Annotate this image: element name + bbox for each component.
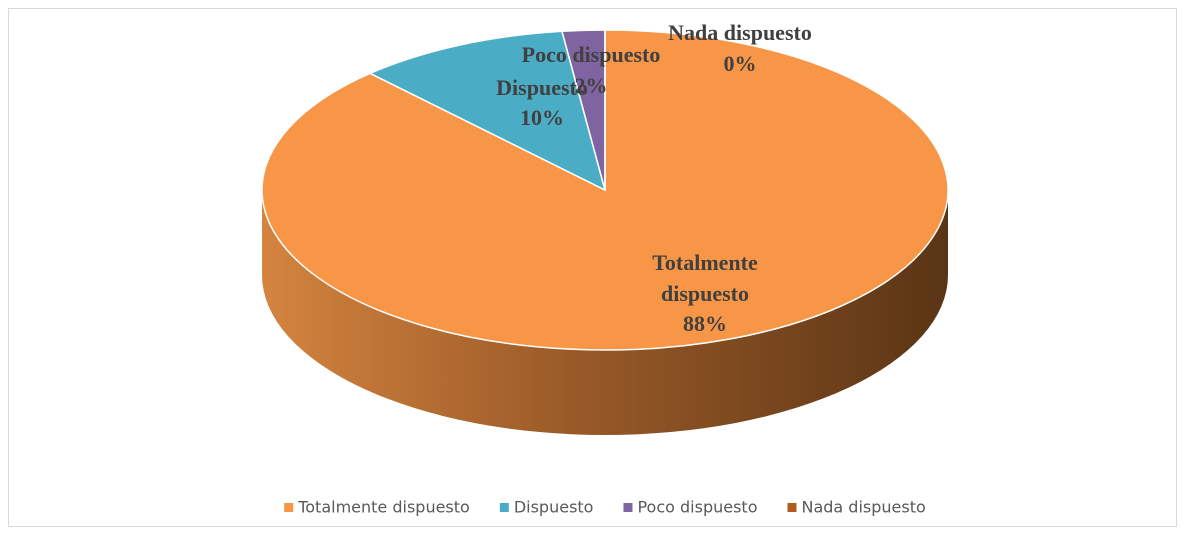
label-line: dispuesto (661, 281, 749, 306)
legend-swatch (787, 503, 797, 512)
label-line: Totalmente (652, 250, 758, 275)
legend-label: Poco dispuesto (637, 498, 757, 517)
slice-side (262, 190, 948, 435)
legend-label: Totalmente dispuesto (297, 498, 470, 517)
data-label-value: 2% (575, 73, 608, 98)
data-label-value: 88% (683, 311, 727, 336)
legend-label: Nada dispuesto (801, 498, 925, 517)
pie (261, 29, 949, 435)
data-label-category: Poco dispuesto (522, 42, 661, 67)
data-label-value: 0% (724, 51, 757, 76)
slice (368, 30, 607, 192)
data-label-category: Nada dispuesto (668, 20, 812, 45)
data-labels: Totalmente dispuesto 88% Dispuesto 10% Poco d… (496, 20, 812, 336)
data-label-category: Dispuesto (496, 75, 588, 100)
legend: Totalmente dispuesto Dispuesto Poco dispue… (284, 498, 926, 517)
data-label-category: Totalmente dispuesto (652, 250, 758, 306)
legend-swatch (284, 503, 294, 512)
legend-swatch (499, 503, 509, 512)
legend-swatch (623, 503, 633, 512)
data-label-value: 10% (520, 105, 564, 130)
legend-label: Dispuesto (514, 498, 594, 517)
